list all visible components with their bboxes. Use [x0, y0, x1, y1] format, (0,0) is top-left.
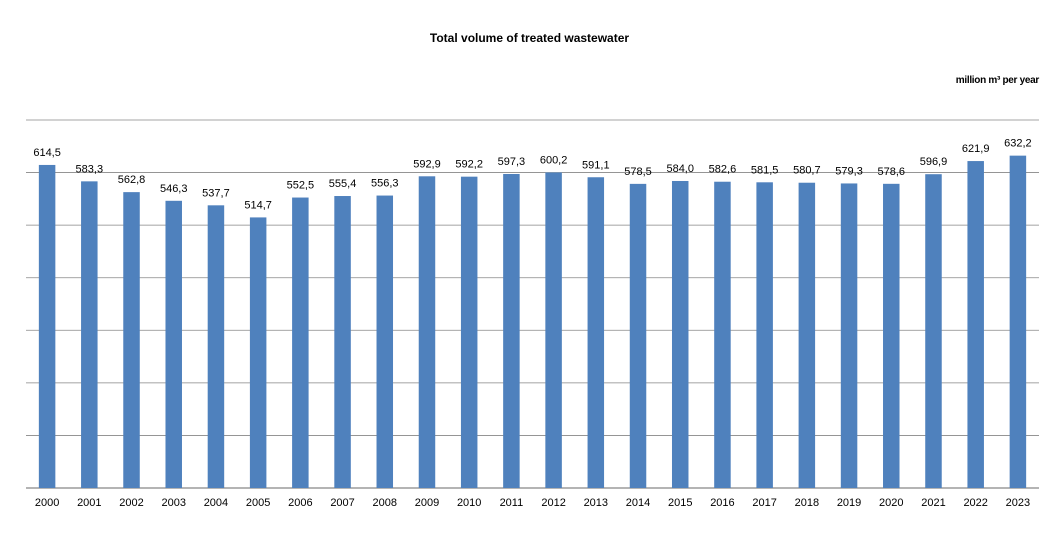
x-tick-2023: 2023	[1006, 497, 1030, 509]
data-label-2003: 546,3	[160, 183, 188, 195]
x-tick-labels: 2000 2001 2002 2003 2004 2005 2006 2007 2008 2009…	[35, 497, 1030, 509]
bar-2020	[883, 183, 900, 488]
data-label-2012: 600,2	[540, 154, 568, 166]
bar-2005	[249, 217, 267, 488]
x-tick-2007: 2007	[330, 497, 354, 509]
bar-2001	[81, 181, 98, 488]
bar-2022	[967, 161, 984, 488]
data-label-2017: 581,5	[751, 164, 779, 176]
data-label-2019: 579,3	[835, 165, 863, 177]
x-tick-2022: 2022	[963, 497, 987, 509]
data-label-2006: 552,5	[287, 180, 315, 192]
bar-2007	[334, 196, 351, 488]
data-label-2016: 582,6	[709, 164, 737, 176]
bar-2023	[1009, 155, 1027, 488]
data-label-2013: 591,1	[582, 159, 610, 171]
x-tick-2021: 2021	[921, 497, 945, 509]
data-label-2022: 621,9	[962, 143, 990, 155]
bar-2015	[671, 180, 689, 489]
data-label-2010: 592,2	[455, 159, 483, 171]
bars	[38, 155, 1027, 489]
data-label-2014: 578,5	[624, 166, 652, 178]
data-labels: 614,5 583,3 562,8 546,3 537,7 514,7 552,5 555,4…	[33, 138, 1031, 212]
x-tick-2001: 2001	[77, 497, 101, 509]
bar-2010	[460, 176, 478, 489]
bar-2000	[38, 164, 56, 488]
bar-2016	[714, 181, 731, 488]
data-label-2007: 555,4	[329, 178, 357, 190]
x-tick-2015: 2015	[668, 497, 692, 509]
x-tick-2009: 2009	[415, 497, 439, 509]
x-tick-2010: 2010	[457, 497, 481, 509]
x-tick-2012: 2012	[541, 497, 565, 509]
data-label-2001: 583,3	[76, 163, 104, 175]
x-tick-2020: 2020	[879, 497, 903, 509]
data-label-2011: 597,3	[498, 156, 526, 168]
unit-label: million m³ per year	[955, 75, 1040, 86]
x-tick-2006: 2006	[288, 497, 312, 509]
x-tick-2008: 2008	[373, 497, 397, 509]
bar-2008	[376, 195, 394, 489]
bar-2012	[545, 172, 562, 488]
chart-title: Total volume of treated wastewater	[429, 31, 630, 45]
x-tick-2005: 2005	[246, 497, 270, 509]
x-tick-2004: 2004	[204, 497, 228, 509]
bar-2018	[798, 182, 816, 488]
bar-2003	[165, 200, 182, 489]
x-tick-2018: 2018	[795, 497, 819, 509]
bar-2014	[629, 183, 647, 488]
data-label-2021: 596,9	[920, 156, 948, 168]
bar-2009	[418, 176, 436, 489]
data-label-2018: 580,7	[793, 165, 821, 177]
data-label-2005: 514,7	[244, 199, 272, 211]
data-label-2020: 578,6	[878, 166, 906, 178]
x-tick-2000: 2000	[35, 497, 59, 509]
data-label-2002: 562,8	[118, 174, 146, 186]
x-tick-2019: 2019	[837, 497, 861, 509]
bar-2002	[123, 192, 140, 488]
bar-2019	[840, 183, 858, 488]
bar-2006	[292, 197, 309, 489]
data-label-2023: 632,2	[1004, 138, 1032, 150]
data-label-2008: 556,3	[371, 178, 399, 190]
x-tick-2011: 2011	[500, 497, 524, 509]
x-tick-2017: 2017	[752, 497, 776, 509]
bar-2004	[207, 205, 225, 488]
data-label-2000: 614,5	[33, 147, 61, 159]
bar-2013	[587, 177, 605, 488]
data-label-2015: 584,0	[666, 163, 694, 175]
x-tick-2013: 2013	[584, 497, 608, 509]
data-label-2009: 592,9	[413, 158, 441, 170]
x-tick-2016: 2016	[710, 497, 734, 509]
x-tick-2014: 2014	[626, 497, 650, 509]
x-tick-2003: 2003	[161, 497, 185, 509]
bar-2021	[925, 174, 942, 488]
data-label-2004: 537,7	[202, 187, 230, 199]
gridlines	[26, 119, 1039, 489]
x-tick-2002: 2002	[119, 497, 143, 509]
bar-2011	[503, 173, 520, 489]
bar-2017	[756, 182, 773, 489]
